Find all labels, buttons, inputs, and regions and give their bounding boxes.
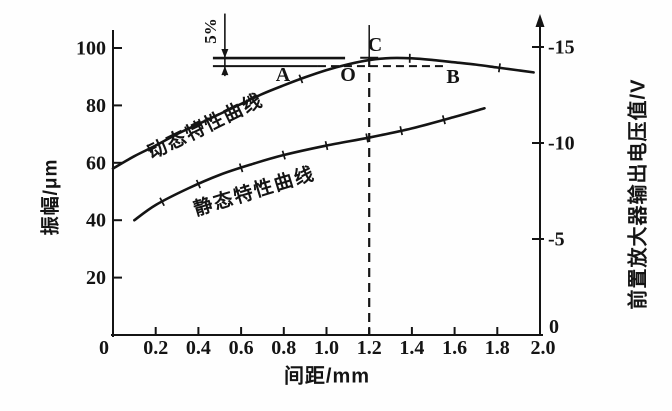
static-curve xyxy=(133,106,486,222)
x-tick-label: 0.2 xyxy=(143,337,168,359)
y-axis-left-title: 振幅/μm xyxy=(40,158,62,236)
x-tick-label: 2.0 xyxy=(531,337,556,359)
curve-hatch-tick xyxy=(146,144,153,154)
curve-hatch-tick xyxy=(246,95,253,105)
y-axis-right-title: 前置放大器输出电压值/V xyxy=(627,78,650,310)
x-tick-label: 1.6 xyxy=(442,337,467,359)
curve-hatch-tick xyxy=(365,133,369,143)
curve-hatch-tick xyxy=(399,126,404,136)
curve-hatch-tick xyxy=(238,163,244,173)
dynamic-curve xyxy=(111,56,535,170)
curve-hatch-tick xyxy=(298,74,304,84)
curve-hatch-tick xyxy=(195,179,201,189)
x-tick-label: 0.6 xyxy=(229,337,254,359)
y-right-tick-label: -5 xyxy=(548,229,565,251)
x-tick-label: 1.2 xyxy=(357,337,382,359)
five-percent-label: 5% xyxy=(201,18,220,44)
y-left-tick-label: 100 xyxy=(76,38,106,60)
curve-hatch-tick xyxy=(159,197,165,207)
curve-hatch-tick xyxy=(281,150,286,160)
y-right-tick-label: -10 xyxy=(548,133,575,155)
curve-hatch-tick xyxy=(441,115,446,125)
right-axis-arrow-icon xyxy=(535,14,545,27)
curve-hatch-tick xyxy=(497,63,501,73)
dimension-arrow-up-icon xyxy=(221,66,229,76)
x-tick-label: 0 xyxy=(99,337,109,359)
curve-hatch-tick xyxy=(324,141,329,151)
x-tick-label: 1.4 xyxy=(399,337,424,359)
y-left-tick-label: 20 xyxy=(86,267,106,289)
x-tick-label: 0.8 xyxy=(271,337,296,359)
y-left-tick-label: 40 xyxy=(86,210,106,232)
y-right-zero-label: 0 xyxy=(549,316,559,338)
y-left-tick-label: 80 xyxy=(86,95,106,117)
dimension-arrow-down-icon xyxy=(221,49,229,59)
x-tick-label: 1.8 xyxy=(485,337,510,359)
y-left-tick-label: 60 xyxy=(86,152,106,174)
x-tick-label: 0.4 xyxy=(186,337,211,359)
x-tick-label: 1.0 xyxy=(314,337,339,359)
y-right-tick-label: -15 xyxy=(548,37,575,59)
curve-hatch-tick xyxy=(197,118,204,128)
x-axis-title: 间距/mm xyxy=(283,365,371,388)
